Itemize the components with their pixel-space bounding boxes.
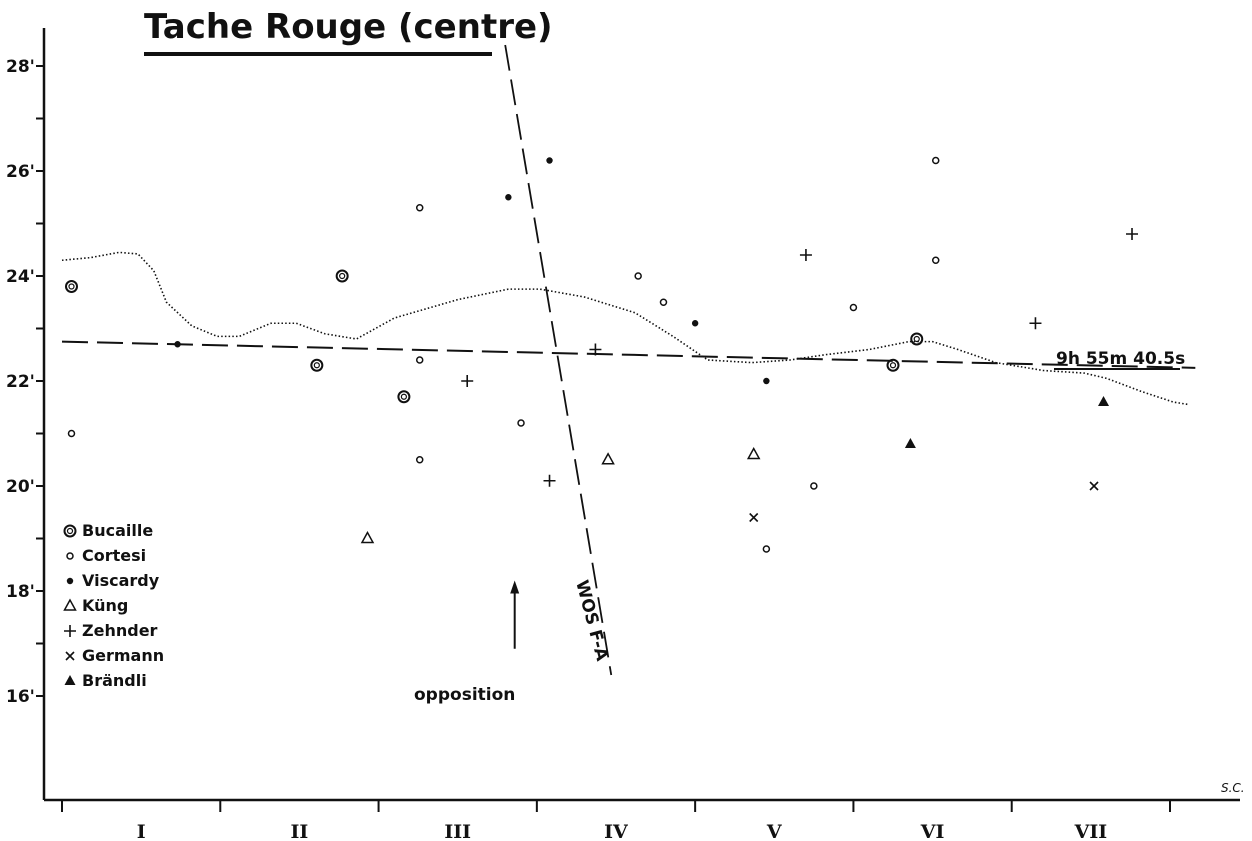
- legend-marker-bucaille: [63, 524, 77, 538]
- x-tick-label: I: [137, 821, 146, 841]
- legend-marker-cortesi: [66, 552, 74, 560]
- legend-marker-bucaille-outer: [63, 524, 77, 538]
- data-point-cortesi: [762, 545, 771, 553]
- x-tick-label: II: [291, 821, 309, 841]
- data-point-bucaille: [335, 269, 349, 283]
- data-point-zehnder: [1029, 317, 1042, 330]
- data-point-cortesi: [849, 303, 858, 312]
- data-point-cortesi: [415, 356, 424, 364]
- data-point-bucaille-inner: [68, 283, 75, 290]
- y-tick-label: 28': [6, 57, 35, 77]
- data-point-bucaille-outer: [335, 269, 349, 283]
- legend-marker-bucaille-inner: [66, 527, 74, 535]
- legend-marker-kung: [63, 598, 77, 611]
- data-point-bucaille-inner: [400, 393, 407, 400]
- x-tick-label: V: [766, 821, 783, 841]
- legend-label-kung: Küng: [82, 596, 128, 615]
- opposition-arrow-head: [510, 580, 520, 594]
- legend-label-cortesi: Cortesi: [82, 546, 146, 565]
- data-point-viscardy: [763, 377, 770, 385]
- data-point-zehnder: [1126, 228, 1139, 240]
- data-point-cortesi: [415, 204, 424, 212]
- y-ticks: 16' 18' 20' 22' 24' 26' 28': [6, 57, 44, 707]
- data-point-bucaille: [910, 332, 924, 346]
- legend-label-brandli: Brändli: [82, 671, 147, 690]
- legend-marker-viscardy: [66, 577, 74, 585]
- legend-marker-zehnder: [64, 625, 76, 637]
- x-tick-label: III: [444, 821, 471, 841]
- dashed-trend-line: [61, 340, 1196, 369]
- data-point-bucaille-outer: [886, 358, 900, 372]
- data-point-bucaille-outer: [910, 332, 924, 346]
- data-point-viscardy: [505, 194, 512, 201]
- data-point-bucaille-outer: [310, 358, 324, 372]
- data-point-bucaille-inner: [313, 362, 320, 369]
- y-tick-label: 24': [6, 267, 35, 287]
- legend-label-zehnder: Zehnder: [82, 621, 158, 640]
- data-point-cortesi: [415, 456, 424, 464]
- legend: Bucaille Cortesi Viscardy Küng Zehnder German…: [63, 521, 164, 690]
- data-point-bucaille-inner: [889, 362, 897, 369]
- data-point-kung: [746, 446, 761, 460]
- x-tick-label: VII: [1074, 821, 1108, 841]
- data-point-cortesi: [67, 429, 76, 438]
- y-tick-label: 26': [6, 162, 35, 182]
- data-points: [64, 156, 1139, 553]
- data-point-zehnder: [799, 249, 812, 261]
- data-point-bucaille: [397, 390, 411, 404]
- y-tick-label: 16': [6, 687, 35, 707]
- x-ticks: [61, 800, 1171, 812]
- legend-label-viscardy: Viscardy: [82, 571, 160, 590]
- data-point-germann: [749, 512, 759, 523]
- wos-line-label: WOS F-A: [571, 578, 612, 664]
- y-tick-label: 22': [6, 372, 35, 392]
- data-point-zehnder: [461, 375, 474, 387]
- data-point-bucaille-outer: [397, 390, 411, 404]
- data-point-cortesi: [659, 298, 668, 306]
- data-point-viscardy: [546, 157, 553, 164]
- y-tick-label: 20': [6, 477, 35, 497]
- data-point-bucaille: [64, 280, 78, 293]
- legend-label-germann: Germann: [82, 646, 164, 665]
- data-point-cortesi: [517, 419, 525, 427]
- opposition-label: opposition: [414, 685, 515, 705]
- chart-title: Tache Rouge (centre): [144, 7, 553, 47]
- data-point-viscardy: [174, 341, 181, 348]
- x-tick-label: IV: [604, 821, 629, 841]
- legend-marker-germann: [65, 651, 75, 661]
- legend-label-bucaille: Bucaille: [82, 521, 153, 540]
- legend-marker-brandli: [64, 675, 76, 685]
- data-point-zehnder: [589, 343, 602, 356]
- data-point-cortesi: [931, 156, 940, 165]
- smooth-curve-line: [61, 251, 1190, 406]
- data-point-cortesi: [931, 256, 940, 264]
- data-point-bucaille-outer: [64, 280, 78, 293]
- x-labels: I II III IV V VI VII: [137, 821, 1108, 841]
- data-point-germann: [1089, 481, 1099, 491]
- data-point-brandli: [904, 438, 916, 448]
- data-point-zehnder: [543, 474, 556, 487]
- data-point-bucaille: [886, 358, 900, 372]
- data-point-viscardy: [691, 320, 699, 327]
- data-point-bucaille: [310, 358, 324, 372]
- wos-line: [504, 44, 613, 676]
- data-point-bucaille-inner: [339, 272, 346, 280]
- trend-line-label: 9h 55m 40.5s: [1056, 349, 1185, 369]
- data-point-cortesi: [810, 482, 818, 490]
- data-point-kung: [601, 452, 615, 465]
- data-point-brandli: [1098, 396, 1110, 406]
- data-point-kung: [360, 530, 375, 544]
- y-tick-label: 18': [6, 582, 35, 602]
- x-tick-label: VI: [920, 821, 945, 841]
- data-point-bucaille-inner: [913, 335, 920, 343]
- signature: S.C.: [1221, 781, 1245, 795]
- data-point-cortesi: [634, 272, 642, 280]
